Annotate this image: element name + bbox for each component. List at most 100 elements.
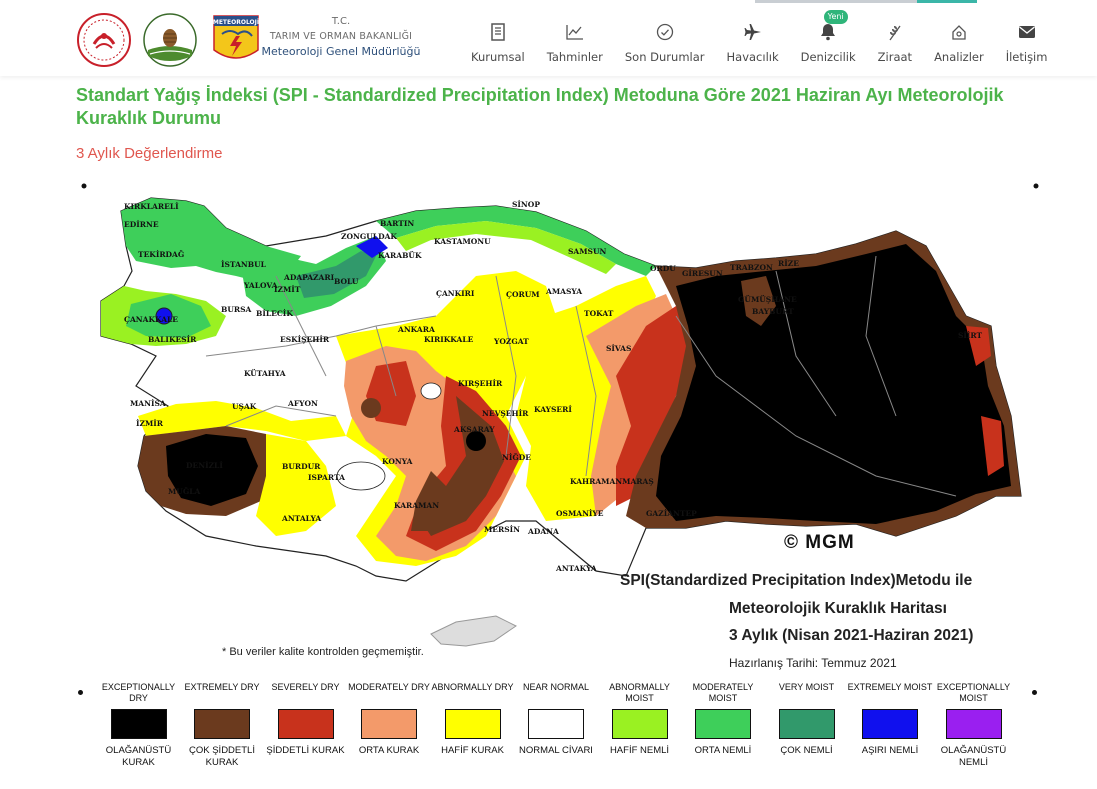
svg-text:BURSA: BURSA: [221, 305, 252, 314]
drought-map: KIRKLARELİ EDİRNE TEKİRDAĞ İSTANBUL ÇANA…: [76, 176, 1046, 786]
legend-swatch: [945, 709, 1002, 739]
legend-label-tr: HAFİF NEMLİ: [609, 745, 670, 756]
svg-text:KÜTAHYA: KÜTAHYA: [244, 369, 286, 378]
legend-swatch: [778, 709, 835, 739]
svg-text:TEKİRDAĞ: TEKİRDAĞ: [138, 250, 184, 259]
svg-text:GİRESUN: GİRESUN: [682, 269, 723, 278]
legend-label-en: EXTREMELY MOIST: [847, 682, 933, 692]
svg-text:SİNOP: SİNOP: [512, 200, 540, 209]
legend-label-tr: OLAĞANÜSTÜ KURAK: [105, 745, 172, 768]
logo-group[interactable]: METEOROLOJİ: [76, 12, 274, 68]
legend-item: MODERATELY DRY ORTA KURAK: [347, 682, 432, 757]
mail-icon: [1018, 20, 1036, 44]
new-badge: Yeni: [823, 10, 848, 24]
plane-icon: [744, 20, 762, 44]
svg-text:ANTALYA: ANTALYA: [281, 514, 321, 523]
legend-swatch: [862, 709, 918, 739]
nav-tahminler[interactable]: Tahminler: [536, 14, 614, 66]
svg-text:BURDUR: BURDUR: [282, 462, 321, 471]
nav-son-durumlar[interactable]: Son Durumlar: [614, 14, 716, 66]
map-prepared-date: Hazırlanış Tarihi: Temmuz 2021: [729, 656, 897, 670]
svg-text:AMASYA: AMASYA: [545, 287, 582, 296]
svg-text:BOLU: BOLU: [334, 277, 359, 286]
svg-text:NİĞDE: NİĞDE: [502, 453, 531, 462]
copyright-mark: © MGM: [784, 532, 855, 553]
svg-text:DENİZLİ: DENİZLİ: [186, 461, 223, 470]
map-caption-line1: SPI(Standardized Precipitation Index)Met…: [620, 572, 973, 589]
nav-label: Analizler: [934, 50, 984, 64]
svg-text:ANTAKYA: ANTAKYA: [555, 564, 597, 573]
legend-label-en: EXCEPTIONALLY MOIST: [936, 682, 1011, 703]
svg-text:YOZGAT: YOZGAT: [493, 337, 529, 346]
svg-text:ADAPAZARI: ADAPAZARI: [283, 273, 335, 282]
nav-havacilik[interactable]: Havacılık: [716, 14, 790, 66]
legend-label-tr: ŞİDDETLİ KURAK: [266, 745, 345, 756]
meteoroloji-logo[interactable]: METEOROLOJİ: [208, 12, 264, 68]
svg-text:İZMİR: İZMİR: [136, 419, 164, 428]
svg-text:ÇORUM: ÇORUM: [506, 290, 540, 299]
legend-label-tr: ÇOK ŞİDDETLİ KURAK: [189, 745, 255, 768]
legend-label-tr: AŞIRI NEMLİ: [861, 745, 919, 756]
svg-text:ORDU: ORDU: [650, 264, 676, 273]
legend-item: ABNORMALLY MOIST HAFİF NEMLİ: [597, 682, 682, 757]
nav-label: Havacılık: [726, 50, 779, 64]
nav-label: Son Durumlar: [624, 50, 705, 64]
svg-text:GAZİANTEP: GAZİANTEP: [646, 509, 697, 518]
svg-text:BAYBURT: BAYBURT: [752, 307, 794, 316]
legend-label-en: NEAR NORMAL: [522, 682, 589, 692]
svg-text:GÜMÜŞHANE: GÜMÜŞHANE: [738, 295, 797, 304]
legend-item: EXTREMELY MOIST AŞIRI NEMLİ: [848, 682, 933, 757]
nav-ziraat[interactable]: Ziraat: [867, 14, 923, 66]
legend-label-tr: ORTA KURAK: [358, 745, 420, 756]
ministry-logo[interactable]: [76, 12, 132, 68]
legend-label-en: MODERATELY DRY: [348, 682, 430, 692]
legend-item: EXTREMELY DRY ÇOK ŞİDDETLİ KURAK: [180, 682, 265, 769]
page-subtitle: 3 Aylık Değerlendirme: [76, 145, 223, 162]
svg-text:ESKİŞEHİR: ESKİŞEHİR: [280, 335, 330, 344]
map-legend: EXCEPTIONALLY DRY OLAĞANÜSTÜ KURAK EXTREME…: [78, 682, 1046, 782]
main-nav: Kurumsal Tahminler Son Durumlar Havacılı…: [460, 10, 1059, 66]
svg-text:SAMSUN: SAMSUN: [568, 247, 606, 256]
svg-text:SİİRT: SİİRT: [958, 331, 983, 340]
house-icon: [951, 20, 967, 44]
svg-text:OSMANİYE: OSMANİYE: [556, 509, 604, 518]
top-accent-bar: [755, 0, 977, 3]
city-labels: KIRKLARELİ EDİRNE TEKİRDAĞ İSTANBUL ÇANA…: [124, 200, 983, 573]
svg-text:ADANA: ADANA: [527, 527, 559, 536]
nav-analizler[interactable]: Analizler: [923, 14, 995, 66]
map-quality-note: * Bu veriler kalite kontrolden geçmemişt…: [222, 646, 424, 658]
svg-text:BARTIN: BARTIN: [380, 219, 414, 228]
nav-label: Kurumsal: [471, 50, 525, 64]
svg-text:ÇANKIRI: ÇANKIRI: [436, 289, 475, 298]
legend-swatch: [277, 709, 334, 739]
legend-swatch: [194, 709, 250, 739]
legend-item: VERY MOIST ÇOK NEMLİ: [764, 682, 849, 757]
legend-swatch: [361, 709, 417, 739]
chart-icon: [566, 20, 584, 44]
legend-dot-right: [1032, 690, 1037, 695]
svg-text:İSTANBUL: İSTANBUL: [221, 260, 267, 269]
svg-text:AFYON: AFYON: [287, 399, 318, 408]
turkey-spi-map: KIRKLARELİ EDİRNE TEKİRDAĞ İSTANBUL ÇANA…: [81, 183, 1039, 647]
svg-text:BALIKESİR: BALIKESİR: [148, 335, 197, 344]
svg-text:KIRŞEHİR: KIRŞEHİR: [458, 379, 503, 388]
nav-iletisim[interactable]: İletişim: [995, 14, 1059, 66]
forest-logo[interactable]: [142, 12, 198, 68]
svg-text:AKSARAY: AKSARAY: [453, 425, 495, 434]
map-caption-line3: 3 Aylık (Nisan 2021-Haziran 2021): [729, 627, 974, 644]
svg-text:ZONGULDAK: ZONGULDAK: [341, 232, 397, 241]
nav-denizcilik[interactable]: Yeni Denizcilik: [790, 10, 867, 66]
site-header: METEOROLOJİ T.C. TARIM VE ORMAN BAKANLIĞ…: [0, 0, 1097, 76]
nav-kurumsal[interactable]: Kurumsal: [460, 14, 536, 66]
legend-dot-left: [78, 690, 83, 695]
wheat-icon: [887, 20, 903, 44]
svg-text:METEOROLOJİ: METEOROLOJİ: [213, 19, 259, 26]
svg-text:KAHRAMANMARAŞ: KAHRAMANMARAŞ: [570, 477, 654, 486]
legend-item: SEVERELY DRY ŞİDDETLİ KURAK: [263, 682, 348, 757]
legend-label-tr: OLAĞANÜSTÜ NEMLİ: [940, 745, 1007, 768]
svg-text:KARABÜK: KARABÜK: [378, 251, 422, 260]
organization-name[interactable]: T.C. TARIM VE ORMAN BAKANLIĞI Meteoroloj…: [255, 14, 427, 59]
bell-icon: [820, 20, 836, 44]
legend-label-tr: ÇOK NEMLİ: [780, 745, 833, 756]
org-line-directorate: Meteoroloji Genel Müdürlüğü: [261, 45, 421, 58]
